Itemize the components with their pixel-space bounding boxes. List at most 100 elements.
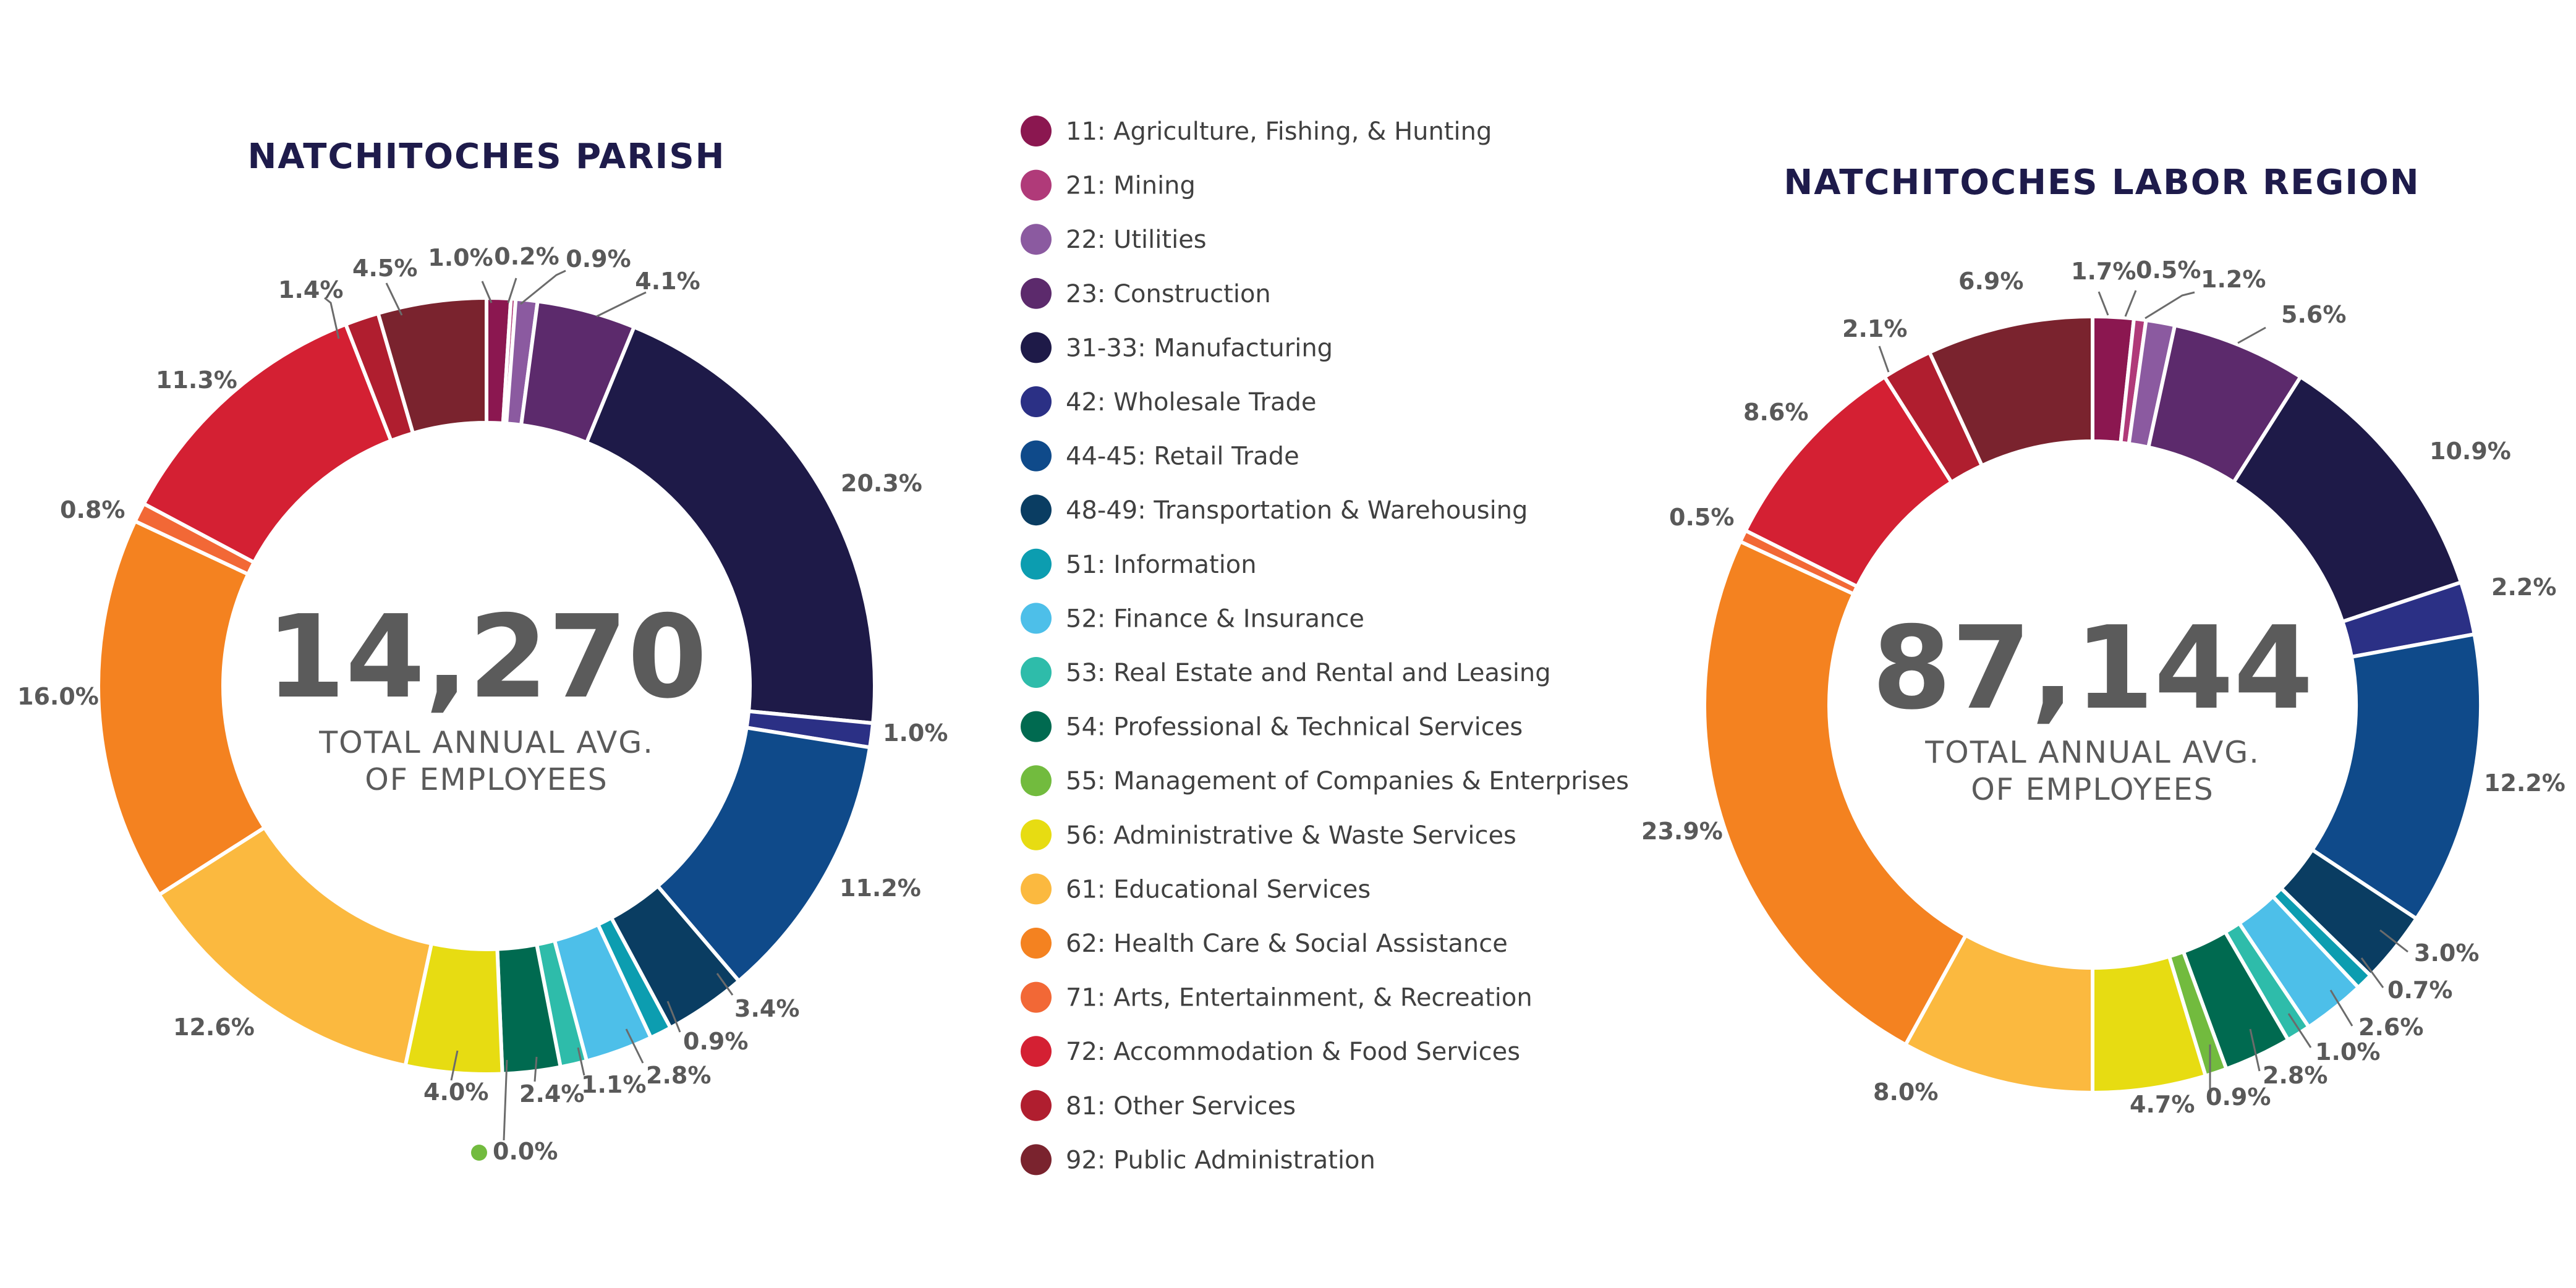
legend-item-72: 72: Accommodation & Food Services: [1021, 1036, 1520, 1067]
legend-swatch: [1021, 169, 1052, 201]
data-label-92: 4.5%: [352, 255, 417, 282]
donut-chart-parish: NATCHITOCHES PARISH 1.0% 0.2% 0.9%4.1%20.3…: [17, 137, 948, 1165]
leader-line: [533, 1056, 538, 1082]
legend-label: 53: Real Estate and Rental and Leasing: [1066, 659, 1551, 687]
legend-item-21: 21: Mining: [1021, 169, 1196, 201]
leader-line: [2329, 989, 2353, 1027]
data-label-92: 6.9%: [1958, 268, 2023, 295]
data-label-22: 1.2%: [2201, 266, 2266, 293]
legend-swatch: [1021, 603, 1052, 634]
leader-line: [2145, 291, 2195, 320]
legend-swatch: [1021, 981, 1052, 1013]
legend-swatch: [1021, 116, 1052, 146]
legend-label: 71: Arts, Entertainment, & Recreation: [1066, 984, 1532, 1012]
leader-line: [2249, 1028, 2261, 1072]
data-label-52: 2.6%: [2358, 1014, 2423, 1041]
leader-line: [2098, 291, 2109, 316]
legend-swatch: [1021, 278, 1052, 309]
data-label-81: 1.4%: [278, 276, 343, 303]
leader-line: [716, 973, 734, 996]
data-label-11: 1.7%: [2071, 258, 2136, 285]
legend-label: 48-49: Transportation & Warehousing: [1066, 496, 1528, 525]
legend-swatch: [1021, 819, 1052, 850]
data-label-48-49: 3.4%: [734, 995, 799, 1022]
donut-segments: [96, 295, 877, 1076]
total-subtitle-line1: TOTAL ANNUAL AVG.: [318, 725, 654, 760]
legend-label: 81: Other Services: [1066, 1092, 1296, 1121]
segment-labels: 1.7% 0.5% 1.2%5.6%10.9%2.2%12.2%3.0%0.7%2.…: [1641, 256, 2565, 1118]
leader-line: [596, 291, 647, 318]
data-label-62: 16.0%: [17, 683, 99, 710]
data-label-72: 8.6%: [1743, 399, 1808, 426]
leader-line: [503, 1059, 508, 1141]
legend-label: 42: Wholesale Trade: [1066, 388, 1317, 417]
leader-line: [385, 282, 403, 316]
total-subtitle-line1: TOTAL ANNUAL AVG.: [1924, 735, 2260, 770]
legend-swatch: [1021, 1036, 1052, 1067]
legend-label: 31-33: Manufacturing: [1066, 334, 1333, 362]
leader-line: [666, 1001, 681, 1033]
segment-31-33: [584, 324, 877, 726]
legend-label: 55: Management of Companies & Enterprise…: [1066, 767, 1629, 795]
total-subtitle-line2: OF EMPLOYEES: [1971, 772, 2214, 807]
data-label-51: 0.9%: [683, 1028, 748, 1055]
donut-segments: [1702, 314, 2483, 1095]
leader-line: [2379, 929, 2408, 953]
legend-label: 11: Agriculture, Fishing, & Hunting: [1066, 117, 1492, 146]
data-label-81: 2.1%: [1842, 315, 1907, 342]
data-label-23: 5.6%: [2281, 301, 2346, 328]
data-label-11: 1.0%: [428, 244, 493, 271]
legend-item-56: 56: Administrative & Waste Services: [1021, 819, 1516, 850]
total-subtitle-line2: OF EMPLOYEES: [365, 762, 608, 797]
total-employees: 14,270: [266, 590, 707, 724]
legend-label: 62: Health Care & Social Assistance: [1066, 930, 1508, 958]
segment-62: [96, 519, 267, 897]
segment-44-45: [2310, 632, 2483, 922]
leader-line: [520, 269, 566, 305]
legend-swatch: [1021, 224, 1052, 255]
segment-62: [1702, 539, 1968, 1048]
data-label-55: 0.9%: [2206, 1083, 2271, 1111]
data-label-42: 1.0%: [883, 719, 948, 747]
segment-labels: 1.0% 0.2% 0.9%4.1%20.3%1.0%11.2%3.4%0.9%2.…: [17, 243, 948, 1165]
leader-line: [2287, 1013, 2312, 1048]
data-label-62: 23.9%: [1641, 818, 1723, 845]
data-label-71: 0.8%: [60, 496, 125, 523]
data-label-44-45: 11.2%: [840, 875, 921, 902]
zero-value-dot: [471, 1145, 487, 1161]
legend-item-48-49: 48-49: Transportation & Warehousing: [1021, 494, 1528, 526]
legend-swatch: [1021, 873, 1052, 905]
leader-line: [577, 1047, 585, 1076]
legend-swatch: [1021, 494, 1052, 526]
data-label-53: 1.1%: [581, 1071, 646, 1098]
legend-label: 44-45: Retail Trade: [1066, 443, 1299, 471]
legend-swatch: [1021, 332, 1052, 363]
legend-label: 51: Information: [1066, 551, 1257, 579]
data-label-61: 8.0%: [1873, 1078, 1938, 1106]
leader-line: [1878, 345, 1890, 373]
data-label-21: 0.2%: [494, 243, 559, 270]
leader-line: [625, 1028, 644, 1064]
legend-swatch: [1021, 928, 1052, 959]
legend-item-62: 62: Health Care & Social Assistance: [1021, 928, 1508, 959]
data-label-56: 4.7%: [2130, 1091, 2195, 1118]
legend-swatch: [1021, 765, 1052, 797]
data-label-72: 11.3%: [156, 366, 237, 394]
chart-title: NATCHITOCHES PARISH: [247, 137, 725, 177]
legend-item-92: 92: Public Administration: [1021, 1144, 1375, 1176]
legend-label: 61: Educational Services: [1066, 875, 1371, 904]
leader-line: [481, 281, 493, 303]
leader-line: [2237, 326, 2266, 344]
legend-item-23: 23: Construction: [1021, 278, 1271, 309]
data-label-21: 0.5%: [2136, 256, 2201, 284]
legend-item-52: 52: Finance & Insurance: [1021, 603, 1364, 634]
legend-label: 22: Utilities: [1066, 226, 1207, 254]
legend-label: 92: Public Administration: [1066, 1146, 1375, 1174]
total-employees: 87,144: [1872, 601, 2313, 735]
leader-line: [2360, 957, 2384, 988]
legend-swatch: [1021, 1090, 1052, 1121]
legend-swatch: [1021, 657, 1052, 688]
chart-title: NATCHITOCHES LABOR REGION: [1783, 163, 2420, 203]
legend-swatch: [1021, 711, 1052, 742]
data-label-31-33: 20.3%: [841, 470, 922, 497]
